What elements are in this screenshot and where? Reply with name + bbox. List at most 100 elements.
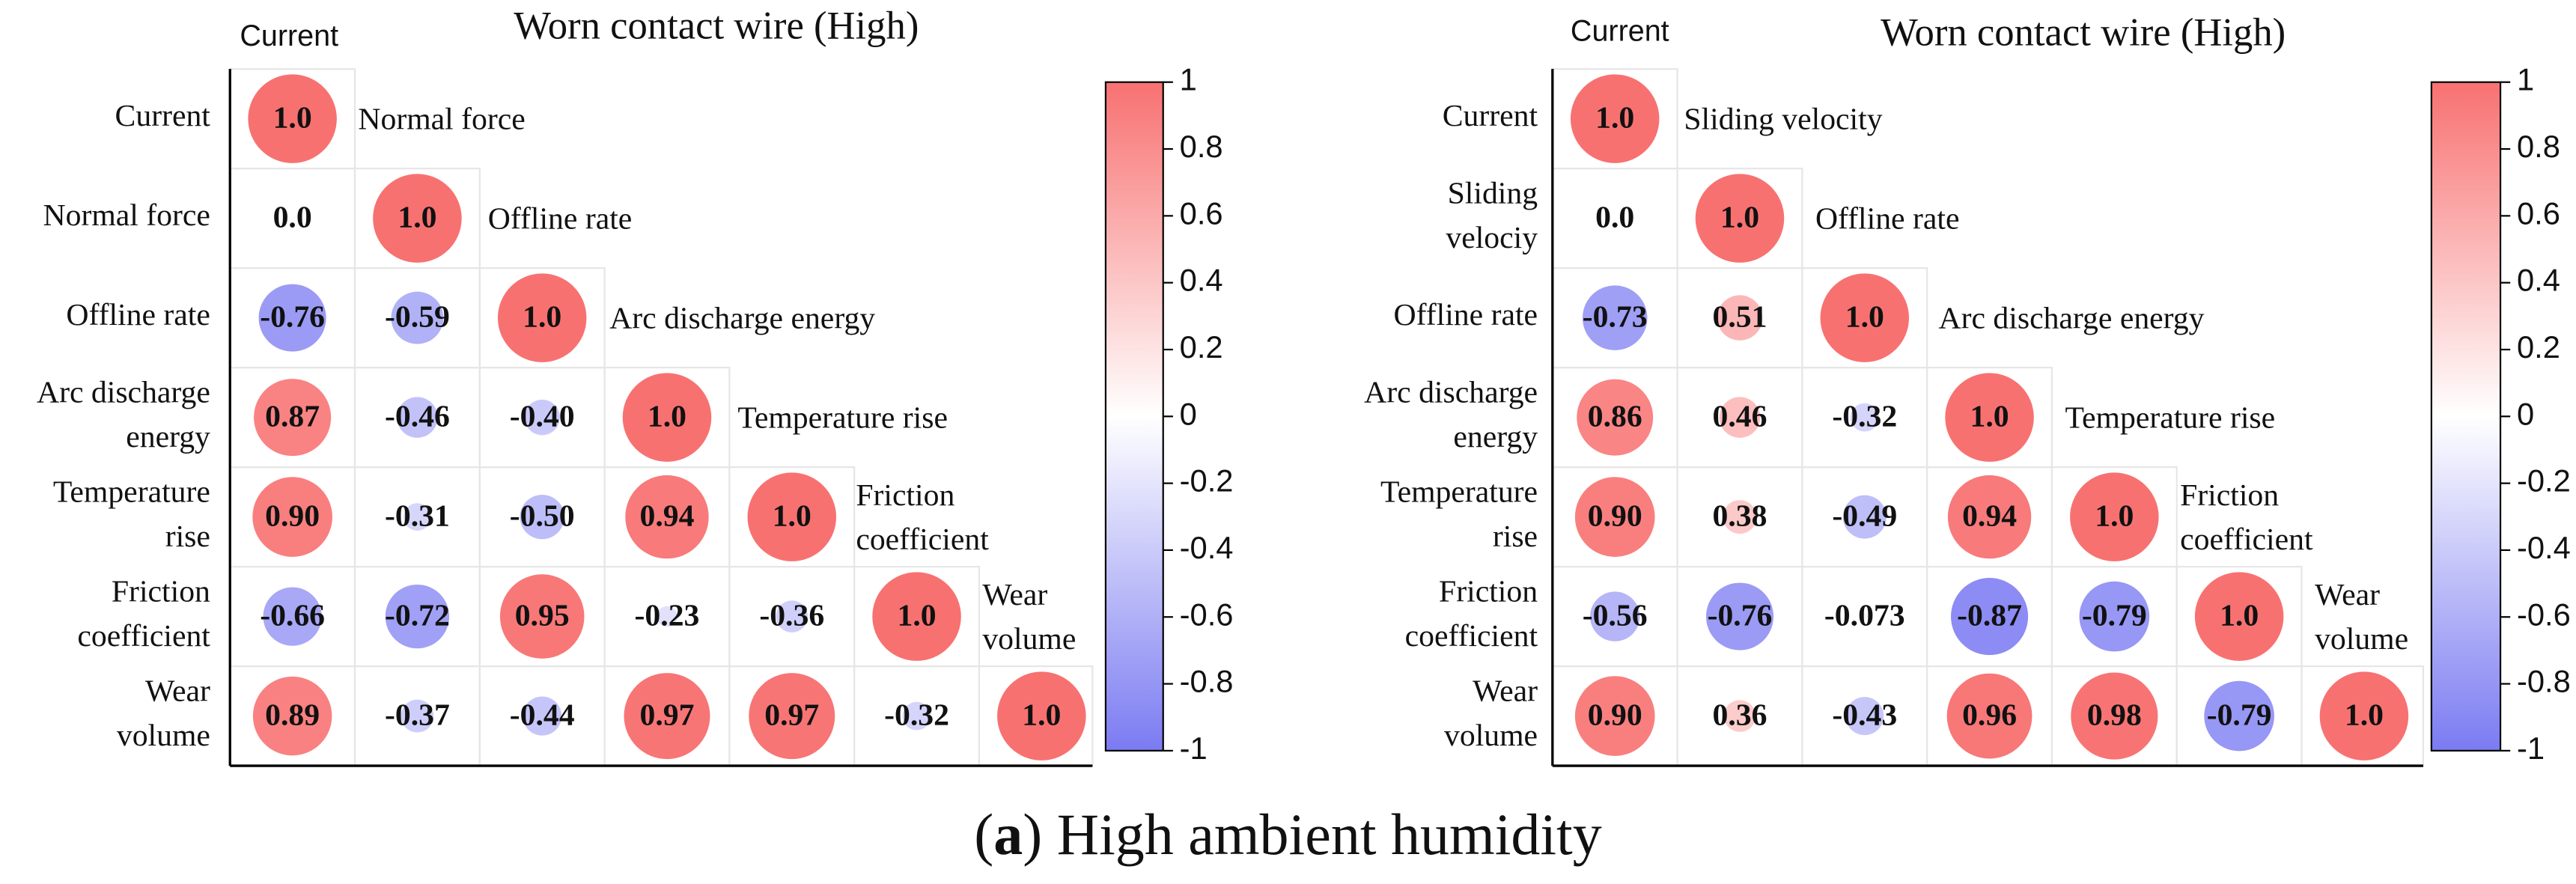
row-label-wear-volume-line-2: volume bbox=[117, 719, 210, 753]
correlation-value: 1.0 bbox=[523, 299, 561, 334]
diagonal-label-friction-coefficient: Friction coefficient bbox=[856, 478, 989, 557]
correlation-circle bbox=[1842, 495, 1887, 539]
colorbar-tick-label: 0 bbox=[1180, 396, 1197, 431]
colorbar-tick-label: 0.6 bbox=[1180, 195, 1223, 231]
correlation-value: 1.0 bbox=[273, 100, 312, 135]
diagonal-label-offline-rate: Offline rate bbox=[488, 202, 633, 237]
row-label-offline-rate: Offline rate bbox=[66, 298, 210, 332]
row-label-friction-coefficient-line-2: coefficient bbox=[1405, 619, 1538, 653]
diagonal-label-wear-volume: Wear volume bbox=[2315, 578, 2408, 656]
correlation-circle bbox=[1570, 74, 1660, 163]
correlation-circle bbox=[997, 671, 1086, 760]
correlation-circle bbox=[1723, 500, 1757, 534]
row-label-current: Current bbox=[1443, 99, 1538, 133]
diagonal-label-temperature-rise-line-1: Temperature rise bbox=[2065, 401, 2276, 436]
correlation-value: 1.0 bbox=[1720, 200, 1759, 234]
diagonal-label-temperature-rise: Temperature rise bbox=[737, 401, 948, 436]
row-label-normal-force: Normal force bbox=[43, 198, 210, 233]
row-label-friction-coefficient: Friction coefficient bbox=[1405, 575, 1538, 653]
colorbar-tick-label: -0.4 bbox=[2517, 530, 2571, 565]
correlation-circle bbox=[401, 699, 434, 733]
row-label-temperature-rise-line-2: rise bbox=[165, 519, 210, 554]
correlation-circle bbox=[1845, 697, 1884, 736]
correlation-value: 1.0 bbox=[2220, 598, 2259, 632]
correlation-value: -0.36 bbox=[759, 598, 824, 632]
diagonal-label-sliding-velocity: Sliding velocity bbox=[1684, 103, 1882, 137]
correlation-value: 1.0 bbox=[398, 200, 436, 234]
row-label-sliding-velocity-line-2: velociy bbox=[1446, 221, 1538, 255]
correlation-circle bbox=[2194, 572, 2284, 661]
row-label-friction-coefficient-line-1: Friction bbox=[1439, 575, 1538, 609]
correlation-value: 0.87 bbox=[265, 399, 320, 433]
correlation-circle bbox=[2204, 680, 2274, 752]
colorbar-tick-label: 1 bbox=[1180, 62, 1197, 97]
correlation-circle bbox=[1574, 477, 1655, 557]
correlation-value: -0.073 bbox=[1824, 598, 1905, 632]
correlation-circle bbox=[1695, 174, 1785, 263]
correlation-circle bbox=[373, 174, 462, 263]
correlation-value: -0.73 bbox=[1583, 299, 1648, 334]
correlation-value: -0.72 bbox=[385, 598, 450, 632]
row-label-arc-discharge-energy-line-1: Arc discharge bbox=[37, 376, 210, 410]
correlation-value: -0.49 bbox=[1832, 499, 1897, 533]
correlation-value: -0.44 bbox=[510, 698, 575, 732]
correlation-circle bbox=[1820, 273, 1910, 362]
colorbar-tick-label: -0.4 bbox=[1180, 530, 1234, 565]
correlation-value: 1.0 bbox=[1845, 299, 1884, 334]
colorbar bbox=[1104, 81, 1164, 752]
correlation-value: 0.96 bbox=[1962, 698, 2017, 732]
correlation-value: 0.98 bbox=[2087, 698, 2142, 732]
colorbar-tick-label: -1 bbox=[2517, 731, 2545, 766]
correlation-circle bbox=[902, 701, 931, 731]
correlation-circle bbox=[497, 273, 587, 362]
correlation-value: 0.94 bbox=[1962, 499, 2017, 533]
correlation-circle bbox=[258, 284, 326, 352]
correlation-circle bbox=[252, 676, 332, 756]
correlation-circle bbox=[1947, 475, 2032, 559]
row-label-friction-coefficient-line-2: coefficient bbox=[77, 619, 210, 653]
row-label-offline-rate-line-1: Offline rate bbox=[66, 298, 210, 332]
correlation-circle bbox=[391, 291, 444, 344]
row-label-friction-coefficient: Friction coefficient bbox=[77, 575, 210, 653]
correlation-matrix-right: Worn contact wire (High) Current Current Sl… bbox=[1364, 10, 2571, 767]
correlation-circle bbox=[776, 600, 809, 632]
colorbar-tick-label: 0 bbox=[2517, 396, 2534, 431]
correlation-value: -0.56 bbox=[1583, 598, 1648, 632]
row-label-wear-volume-line-2: volume bbox=[1444, 719, 1538, 753]
row-label-current: Current bbox=[115, 99, 211, 133]
correlation-circle bbox=[749, 673, 835, 760]
correlation-circle bbox=[397, 397, 438, 438]
correlation-value: 0.94 bbox=[639, 499, 694, 533]
diagonal-label-offline-rate-line-1: Offline rate bbox=[488, 202, 633, 237]
correlation-circle bbox=[1945, 373, 2034, 462]
colorbar-tick-label: 0.8 bbox=[2517, 129, 2560, 164]
correlation-circle bbox=[1723, 700, 1756, 732]
diagonal-label-wear-volume-line-1: Wear bbox=[2315, 578, 2380, 612]
correlation-circle bbox=[1850, 403, 1879, 432]
correlation-circle bbox=[2070, 472, 2159, 561]
correlation-value: 1.0 bbox=[773, 499, 812, 533]
correlation-circle bbox=[747, 472, 837, 561]
correlation-circle bbox=[2071, 672, 2158, 760]
diagonal-label-friction-coefficient: Friction coefficient bbox=[2180, 478, 2313, 557]
diagonal-label-arc-discharge-energy: Arc discharge energy bbox=[609, 302, 875, 336]
row-label-arc-discharge-energy-line-1: Arc discharge bbox=[1364, 376, 1538, 410]
correlation-value: -0.43 bbox=[1832, 698, 1897, 732]
chart-title: Worn contact wire (High) bbox=[514, 4, 919, 48]
correlation-value: -0.32 bbox=[1832, 399, 1897, 433]
correlation-value: -0.87 bbox=[1957, 598, 2022, 632]
correlation-circle bbox=[1951, 578, 2029, 656]
correlation-circle bbox=[1861, 613, 1869, 620]
diagonal-label-friction-coefficient-line-2: coefficient bbox=[2180, 522, 2313, 557]
row-label-temperature-rise: Temperature rise bbox=[1380, 475, 1538, 554]
correlation-value: 1.0 bbox=[648, 399, 686, 433]
diagonal-label-arc-discharge-energy-line-1: Arc discharge energy bbox=[1939, 302, 2205, 336]
diagonal-label-friction-coefficient-line-1: Friction bbox=[2180, 478, 2279, 513]
correlation-value: 0.0 bbox=[1595, 200, 1634, 234]
row-label-friction-coefficient-line-1: Friction bbox=[112, 575, 210, 609]
correlation-circle bbox=[404, 503, 431, 531]
correlation-value: -0.76 bbox=[260, 299, 325, 334]
correlation-value: -0.46 bbox=[385, 399, 450, 433]
correlation-matrix-left: Worn contact wire (High) Current Current No… bbox=[37, 4, 1234, 767]
